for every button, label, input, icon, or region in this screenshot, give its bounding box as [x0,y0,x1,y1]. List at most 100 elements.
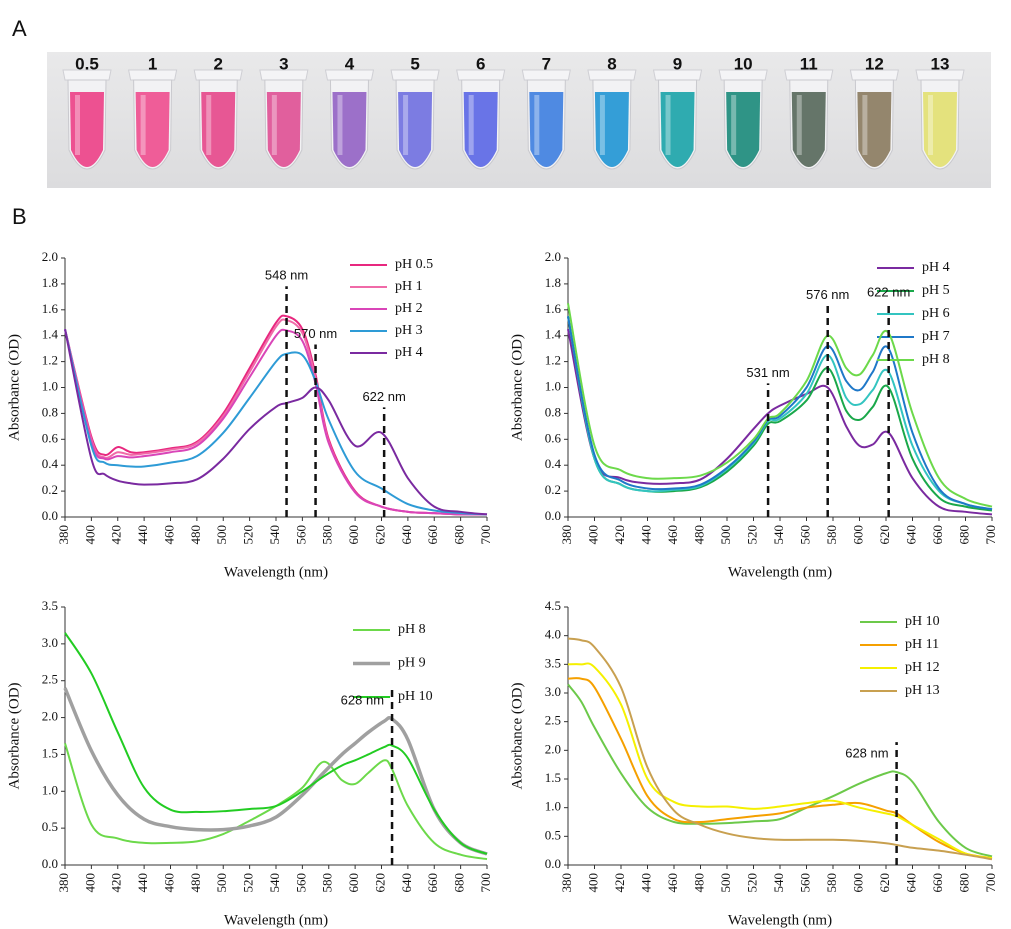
x-tick-label: 580 [824,525,839,545]
tube-label: 2 [213,54,222,73]
x-tick-label: 520 [241,525,256,545]
tube-liquid [70,92,104,167]
x-tick-label: 420 [612,525,627,545]
tube-liquid [398,92,433,167]
legend-label: pH 11 [905,637,939,652]
x-tick-label: 420 [109,525,124,545]
tube-cap [456,69,506,81]
tube-label: 3 [279,54,288,73]
tube-liquid [923,92,957,167]
x-tick-label: 660 [930,873,945,893]
y-tick-label: 1.0 [42,782,58,797]
annotation-label: 622 nm [362,389,405,404]
y-tick-label: 1.5 [42,745,58,760]
tube-cap [390,69,440,81]
annotation-label: 628 nm [845,746,888,761]
tube-cap [718,69,768,81]
tube-label: 12 [865,54,884,73]
x-tick-label: 500 [718,873,733,893]
y-axis-title: Absorbance (OD) [509,682,525,789]
series-line [567,329,993,516]
tube-label: 9 [673,54,682,73]
x-tick-label: 480 [188,873,203,893]
tube-liquid [726,92,761,167]
y-tick-label: 1.4 [42,327,59,342]
annotation-label: 548 nm [265,268,308,283]
tube-cap [784,69,834,81]
x-tick-label: 640 [903,873,918,893]
tube-label: 11 [800,54,818,73]
tube-liquid [266,92,301,167]
x-tick-label: 640 [399,525,414,545]
x-tick-label: 600 [850,873,865,893]
x-tick-label: 700 [983,525,998,545]
x-axis-title: Wavelength (nm) [224,912,328,928]
legend-label: pH 3 [395,323,423,338]
x-axis-title: Wavelength (nm) [224,564,328,580]
legend-label: pH 1 [395,279,423,294]
x-tick-label: 540 [771,525,786,545]
series-line [567,677,993,860]
x-tick-label: 520 [744,525,759,545]
annotation-label: 576 nm [806,287,849,302]
tube-liquid [135,92,170,167]
x-tick-label: 680 [956,873,971,893]
tube-highlight [862,95,868,155]
tube-cap [652,69,703,81]
y-tick-label: 4.0 [545,627,561,642]
y-axis-title: Absorbance (OD) [509,334,525,441]
x-tick-label: 400 [585,525,600,545]
legend-label: pH 7 [922,329,950,344]
y-tick-label: 3.0 [545,684,561,699]
x-tick-label: 460 [161,525,176,545]
legend-label: pH 2 [395,301,423,316]
legend-label: pH 6 [922,306,950,321]
x-axis-title: Wavelength (nm) [728,564,832,580]
tube-highlight [665,95,671,155]
x-tick-label: 440 [638,525,653,545]
tube-label: 0.5 [75,54,99,73]
x-tick-label: 500 [214,525,229,545]
series-line [567,303,993,508]
tube-highlight [468,95,474,155]
y-tick-label: 2.0 [545,741,561,756]
tube-label: 13 [931,54,950,73]
panel-label: A [12,16,27,41]
legend-label: pH 8 [398,622,426,637]
x-tick-label: 680 [956,525,971,545]
y-tick-label: 0.0 [42,856,58,871]
y-axis-title: Absorbance (OD) [6,682,22,789]
x-tick-label: 520 [241,873,256,893]
tube-label: 10 [734,54,753,73]
series-line [64,328,488,516]
legend-label: pH 4 [395,345,423,360]
legend-label: pH 13 [905,683,940,698]
tube-cap [324,69,375,81]
x-tick-label: 600 [346,525,361,545]
y-tick-label: 3.5 [42,598,58,613]
tube-label: 4 [345,54,355,73]
tube-highlight [337,95,343,155]
photo-background [47,52,991,188]
y-tick-label: 0.8 [42,404,58,419]
y-tick-label: 1.2 [42,353,58,368]
legend-label: pH 9 [398,656,426,671]
y-tick-label: 0.2 [42,482,58,497]
y-tick-label: 4.5 [545,598,561,613]
x-tick-label: 600 [850,525,865,545]
y-tick-label: 0.0 [42,508,58,523]
tube-liquid [332,92,367,167]
x-tick-label: 420 [612,873,627,893]
series-line [64,632,488,855]
annotation-label: 531 nm [746,365,789,380]
y-tick-label: 1.4 [545,327,562,342]
tube-cap [521,69,571,81]
x-tick-label: 700 [983,873,998,893]
x-tick-label: 560 [293,873,308,893]
x-tick-label: 500 [214,873,229,893]
x-tick-label: 380 [559,873,574,893]
y-tick-label: 1.0 [42,378,58,393]
y-tick-label: 1.8 [42,275,58,290]
tube-cap [128,69,178,81]
